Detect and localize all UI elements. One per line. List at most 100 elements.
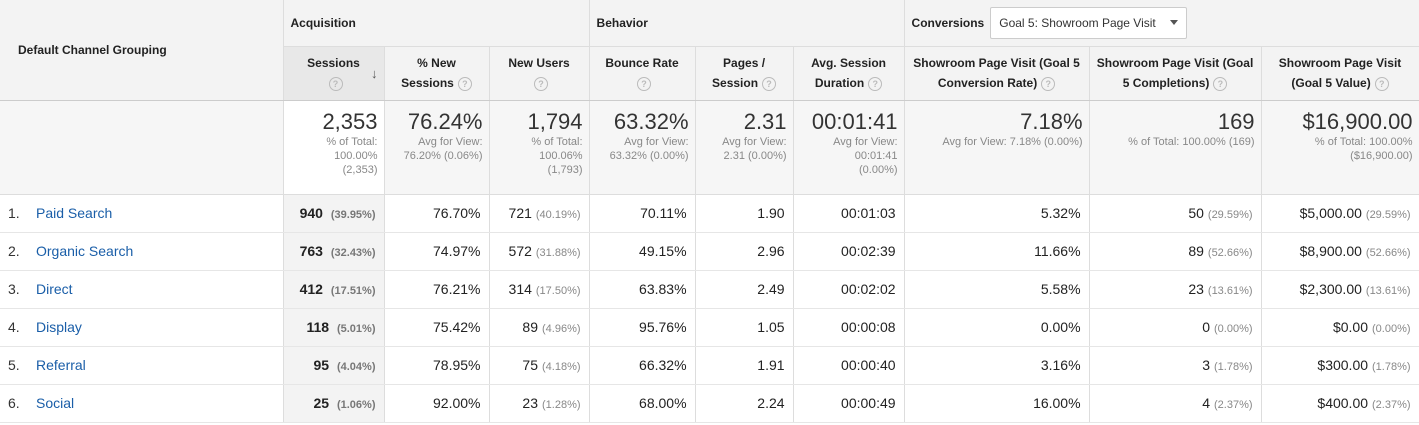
row-index: 1. xyxy=(8,205,20,221)
total-pages-per-session: 2.31 Avg for View: 2.31 (0.00%) xyxy=(695,100,794,195)
new-sessions-cell: 75.42% xyxy=(384,308,490,347)
goal-conversion-rate-cell: 11.66% xyxy=(904,232,1090,271)
pages-per-session-cell: 2.96 xyxy=(695,232,794,271)
channel-cell: 5. Referral xyxy=(0,346,284,385)
goal-value-cell: $0.00 (0.00%) xyxy=(1261,308,1419,347)
avg-session-duration-cell: 00:00:08 xyxy=(793,308,905,347)
total-goal-value: $16,900.00 % of Total: 100.00% ($16,900.… xyxy=(1261,100,1419,195)
new-sessions-cell: 76.21% xyxy=(384,270,490,309)
new-users-cell: 75 (4.18%) xyxy=(489,346,590,385)
bounce-rate-cell: 68.00% xyxy=(589,384,696,423)
row-index: 6. xyxy=(8,395,20,411)
new-users-column-header[interactable]: New Users ? xyxy=(489,46,590,101)
bounce-rate-cell: 66.32% xyxy=(589,346,696,385)
goal-completions-cell: 3 (1.78%) xyxy=(1089,346,1262,385)
channel-link[interactable]: Display xyxy=(36,319,82,335)
table-row: 5. Referral 95 (4.04%) 78.95% 75 (4.18%) 6… xyxy=(0,346,1419,385)
new-sessions-column-header[interactable]: % New Sessions? xyxy=(384,46,490,101)
channel-link[interactable]: Paid Search xyxy=(36,205,113,221)
table-row: 1. Paid Search 940 (39.95%) 76.70% 721 (40… xyxy=(0,194,1419,233)
avg-session-duration-cell: 00:02:02 xyxy=(793,270,905,309)
total-sessions: 2,353 % of Total: 100.00% (2,353) xyxy=(283,100,385,195)
goal-value-cell: $2,300.00 (13.61%) xyxy=(1261,270,1419,309)
channel-link[interactable]: Organic Search xyxy=(36,243,134,259)
pages-per-session-column-header[interactable]: Pages / Session? xyxy=(695,46,794,101)
goal-completions-cell: 4 (2.37%) xyxy=(1089,384,1262,423)
bounce-rate-cell: 70.11% xyxy=(589,194,696,233)
bounce-rate-cell: 63.83% xyxy=(589,270,696,309)
goal-completions-cell: 50 (29.59%) xyxy=(1089,194,1262,233)
help-icon[interactable]: ? xyxy=(1041,76,1056,91)
channel-cell: 1. Paid Search xyxy=(0,194,284,233)
help-icon[interactable]: ? xyxy=(637,76,652,91)
new-users-cell: 721 (40.19%) xyxy=(489,194,590,233)
channel-cell: 3. Direct xyxy=(0,270,284,309)
help-icon[interactable]: ? xyxy=(868,76,883,91)
table-row: 3. Direct 412 (17.51%) 76.21% 314 (17.50%)… xyxy=(0,270,1419,309)
total-new-sessions: 76.24% Avg for View: 76.20% (0.06%) xyxy=(384,100,490,195)
pages-per-session-cell: 2.49 xyxy=(695,270,794,309)
channel-link[interactable]: Direct xyxy=(36,281,73,297)
new-users-cell: 572 (31.88%) xyxy=(489,232,590,271)
goal-value-cell: $300.00 (1.78%) xyxy=(1261,346,1419,385)
help-icon[interactable]: ? xyxy=(1213,76,1228,91)
pages-per-session-cell: 2.24 xyxy=(695,384,794,423)
new-users-cell: 314 (17.50%) xyxy=(489,270,590,309)
goal-conversion-rate-cell: 0.00% xyxy=(904,308,1090,347)
new-sessions-cell: 92.00% xyxy=(384,384,490,423)
sessions-column-header[interactable]: Sessions ? ↓ xyxy=(283,46,385,101)
avg-session-duration-column-header[interactable]: Avg. Session Duration? xyxy=(793,46,905,101)
help-icon[interactable]: ? xyxy=(457,76,472,91)
total-new-users: 1,794 % of Total: 100.06% (1,793) xyxy=(489,100,590,195)
pages-per-session-cell: 1.05 xyxy=(695,308,794,347)
row-index: 5. xyxy=(8,357,20,373)
goal-select-value: Goal 5: Showroom Page Visit xyxy=(999,15,1156,30)
goal-value-column-header[interactable]: Showroom Page Visit (Goal 5 Value)? xyxy=(1261,46,1419,101)
dimension-header[interactable]: Default Channel Grouping xyxy=(0,0,284,101)
total-bounce-rate: 63.32% Avg for View: 63.32% (0.00%) xyxy=(589,100,696,195)
goal-value-cell: $400.00 (2.37%) xyxy=(1261,384,1419,423)
row-index: 3. xyxy=(8,281,20,297)
goal-completions-cell: 23 (13.61%) xyxy=(1089,270,1262,309)
new-sessions-cell: 78.95% xyxy=(384,346,490,385)
channel-cell: 6. Social xyxy=(0,384,284,423)
avg-session-duration-cell: 00:01:03 xyxy=(793,194,905,233)
sort-arrow-down-icon: ↓ xyxy=(371,65,378,81)
bounce-rate-column-header[interactable]: Bounce Rate ? xyxy=(589,46,696,101)
sessions-cell: 940 (39.95%) xyxy=(283,194,385,233)
goal-completions-cell: 89 (52.66%) xyxy=(1089,232,1262,271)
goal-conversion-rate-cell: 3.16% xyxy=(904,346,1090,385)
goal-conversion-rate-cell: 16.00% xyxy=(904,384,1090,423)
goal-select[interactable]: Goal 5: Showroom Page Visit xyxy=(990,6,1187,39)
total-goal-conversion-rate: 7.18% Avg for View: 7.18% (0.00%) xyxy=(904,100,1090,195)
new-sessions-cell: 76.70% xyxy=(384,194,490,233)
sessions-cell: 25 (1.06%) xyxy=(283,384,385,423)
acquisition-group-header: Acquisition xyxy=(283,0,590,47)
chevron-down-icon xyxy=(1169,20,1178,26)
goal-conversion-rate-cell: 5.58% xyxy=(904,270,1090,309)
goal-conversion-rate-cell: 5.32% xyxy=(904,194,1090,233)
channel-link[interactable]: Social xyxy=(36,395,75,411)
table-row: 2. Organic Search 763 (32.43%) 74.97% 572… xyxy=(0,232,1419,271)
row-index: 4. xyxy=(8,319,20,335)
goal-completions-column-header[interactable]: Showroom Page Visit (Goal 5 Completions)… xyxy=(1089,46,1262,101)
behavior-group-header: Behavior xyxy=(589,0,905,47)
sessions-cell: 118 (5.01%) xyxy=(283,308,385,347)
table-row: 6. Social 25 (1.06%) 92.00% 23 (1.28%) 68.… xyxy=(0,384,1419,423)
help-icon[interactable]: ? xyxy=(762,76,777,91)
sessions-cell: 412 (17.51%) xyxy=(283,270,385,309)
help-icon[interactable]: ? xyxy=(534,76,549,91)
table-row: 4. Display 118 (5.01%) 75.42% 89 (4.96%) 9… xyxy=(0,308,1419,347)
help-icon[interactable]: ? xyxy=(1374,76,1389,91)
channel-link[interactable]: Referral xyxy=(36,357,86,373)
conversions-group-header: Conversions Goal 5: Showroom Page Visit xyxy=(904,0,1419,47)
pages-per-session-cell: 1.91 xyxy=(695,346,794,385)
help-icon[interactable]: ? xyxy=(328,76,343,91)
goal-conversion-rate-column-header[interactable]: Showroom Page Visit (Goal 5 Conversion R… xyxy=(904,46,1090,101)
totals-row: 2,353 % of Total: 100.00% (2,353) 76.24%… xyxy=(0,100,1419,195)
total-avg-session-duration: 00:01:41 Avg for View: 00:01:41 (0.00%) xyxy=(793,100,905,195)
avg-session-duration-cell: 00:00:40 xyxy=(793,346,905,385)
new-sessions-cell: 74.97% xyxy=(384,232,490,271)
sessions-cell: 763 (32.43%) xyxy=(283,232,385,271)
